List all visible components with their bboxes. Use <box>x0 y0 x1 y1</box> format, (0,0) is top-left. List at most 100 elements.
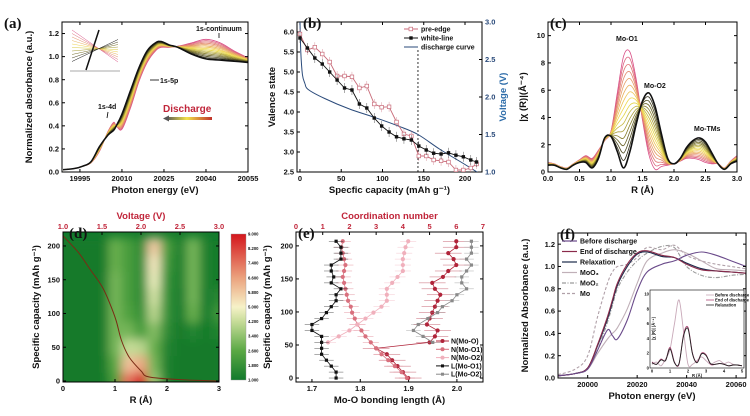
heatmap-cell <box>186 355 200 374</box>
data-point <box>340 274 345 280</box>
heatmap-cell <box>82 338 96 357</box>
heatmap-cell <box>147 288 161 306</box>
data-point <box>339 251 343 255</box>
x-tick-label: 1.7 <box>307 384 317 393</box>
data-point <box>454 239 459 244</box>
top-tick-label: 2.0 <box>136 222 146 231</box>
data-point <box>320 346 324 350</box>
data-point <box>406 239 411 244</box>
x-tick-label: 20025 <box>154 174 175 183</box>
y-axis-label: Valence state <box>267 67 278 127</box>
inset-line <box>71 43 119 53</box>
inset-y-tick: 2 <box>647 351 650 356</box>
legend-label: white-line <box>420 36 453 43</box>
xanes-curve <box>63 44 248 171</box>
pre-edge-point <box>364 83 369 89</box>
white-line-point <box>439 152 443 156</box>
top-tick-label: 5 <box>427 222 431 231</box>
heatmap-cell <box>173 338 187 357</box>
inset-exafs: 0 1 2 3 4 5 0 2 4 6 8 10 R (Å) |χ (R)| (Å⁻⁴) Before di… <box>644 289 750 378</box>
heatmap-cell <box>63 237 70 255</box>
heatmap-cell <box>147 372 161 382</box>
pre-edge-point <box>431 157 436 163</box>
heatmap-cell <box>173 355 187 374</box>
legend-label: pre-edge <box>421 27 451 34</box>
series-line <box>311 241 342 378</box>
x-tick-label: 1 <box>113 384 117 393</box>
heatmap-cell <box>199 288 213 306</box>
heatmap-cell <box>95 355 109 374</box>
top-tick-label: 6 <box>454 222 458 231</box>
y-tick-label: 100 <box>47 309 60 318</box>
heatmap-cell <box>95 237 109 255</box>
heatmap-cell <box>173 237 187 255</box>
plot-frame <box>295 231 484 383</box>
top-tick-label: 1 <box>321 222 325 231</box>
x-tick-label: 19995 <box>69 174 90 183</box>
data-point <box>416 322 420 327</box>
heatmap-cell <box>69 321 83 340</box>
data-point <box>403 245 408 250</box>
heatmap-cell <box>199 372 213 382</box>
heatmap-cell <box>212 305 219 323</box>
data-point <box>368 340 373 345</box>
heatmap-cell <box>69 237 83 255</box>
data-point <box>339 245 343 249</box>
heatmap-area <box>63 232 219 382</box>
heatmap-cell <box>173 372 187 382</box>
x-tick-label: 100 <box>376 174 389 183</box>
x-tick-label: 20055 <box>238 174 259 183</box>
y-axis-label: Specific capacity (mAh g⁻¹) <box>31 245 42 369</box>
white-line-point <box>469 158 473 162</box>
heatmap-cell <box>95 338 109 357</box>
y-tick-label: 50 <box>52 343 60 352</box>
colorbar: 1.000 1.800 2.600 3.400 4.200 5.000 5.800 6.600… <box>230 232 259 383</box>
y-tick-label: 0.0 <box>49 168 59 177</box>
discharge-arrow-head <box>163 115 169 122</box>
heatmap-cell <box>160 355 174 374</box>
pre-edge-point <box>342 73 347 79</box>
right-axis-label: Voltage (V) <box>498 73 509 122</box>
white-line-point <box>313 56 317 60</box>
data-point <box>336 334 341 339</box>
xanes-curve <box>63 43 248 171</box>
heatmap-cell <box>63 372 70 382</box>
heatmap-cell <box>173 254 187 272</box>
heatmap-cell <box>199 254 213 272</box>
x-tick-label: 0 <box>298 174 302 183</box>
data-point <box>400 256 405 262</box>
data-point <box>426 316 430 321</box>
xanes-curve <box>63 44 248 171</box>
colorbar-tick-label: 3.400 <box>248 334 259 339</box>
xanes-curve <box>63 44 248 171</box>
heatmap-cell <box>82 288 96 306</box>
heatmap-cell <box>186 338 200 357</box>
inset-x-tick: 3 <box>705 369 708 374</box>
heatmap-cell <box>121 288 135 306</box>
y-tick-label: 4.5 <box>284 88 294 97</box>
data-point <box>446 268 451 274</box>
data-point <box>430 280 435 285</box>
data-point <box>310 328 314 333</box>
data-point <box>455 293 459 297</box>
inset-legend-label: Before discharge <box>715 292 750 297</box>
xanes-curve <box>63 42 248 171</box>
heatmap-cell <box>108 372 122 382</box>
x-tick-label: 1.5 <box>637 174 647 183</box>
x-tick-label: 20010 <box>112 174 133 183</box>
legend-label: discharge curve <box>421 45 475 52</box>
legend-label: End of discharge <box>580 249 637 256</box>
y-tick-label: 0 <box>541 168 545 177</box>
heatmap-cell <box>147 254 161 272</box>
white-line-point <box>474 160 479 164</box>
spectrum-line <box>558 244 746 377</box>
y-tick-label: 4.0 <box>284 108 294 117</box>
legend-label: N(Mo-O1) <box>451 347 483 354</box>
heatmap-cell <box>82 372 96 382</box>
panel-label: (b) <box>303 16 321 32</box>
heatmap-cell <box>147 237 161 255</box>
inset-line <box>71 46 119 52</box>
heatmap-cell <box>63 321 70 340</box>
data-point <box>329 305 333 309</box>
colorbar-tick-label: 6.600 <box>248 275 259 280</box>
